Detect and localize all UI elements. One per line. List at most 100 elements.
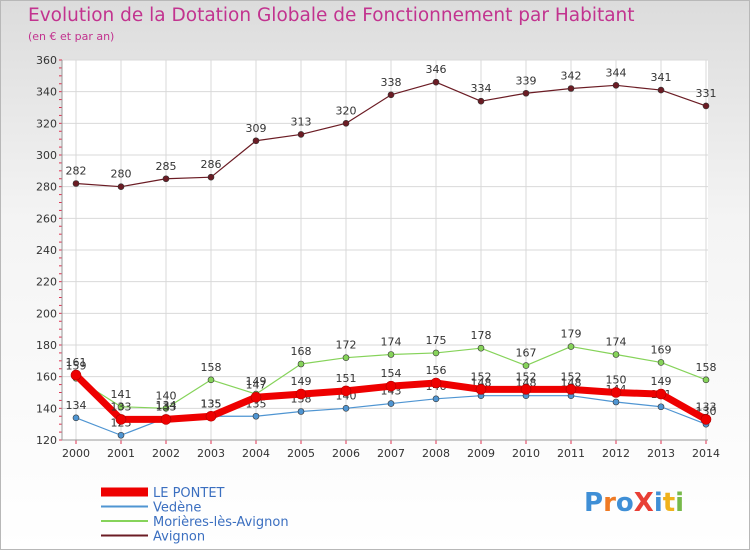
data-label: 341 [651, 71, 672, 84]
x-tick-label: 2005 [287, 447, 315, 460]
data-point [385, 380, 397, 392]
data-label: 174 [381, 336, 402, 349]
data-point [432, 395, 440, 403]
data-point [477, 344, 485, 352]
data-label: 154 [381, 367, 402, 380]
x-tick-label: 2013 [647, 447, 675, 460]
data-label: 161 [66, 356, 87, 369]
y-tick-label: 320 [36, 117, 57, 130]
proxiti-logo: ProXiti [584, 488, 684, 518]
data-label: 309 [246, 122, 267, 135]
legend-label: Morières-lès-Avignon [153, 515, 289, 530]
logo-letter: X [633, 488, 654, 518]
data-point [162, 405, 170, 412]
data-label: 152 [561, 370, 582, 383]
legend-label: LE PONTET [153, 486, 225, 501]
data-point [657, 403, 665, 411]
data-label: 133 [696, 400, 717, 413]
data-point [160, 414, 172, 425]
data-label: 149 [651, 375, 672, 388]
data-point [342, 354, 350, 361]
data-point [295, 388, 307, 400]
data-label: 338 [381, 76, 402, 89]
x-tick-label: 2004 [242, 447, 270, 460]
data-label: 286 [201, 158, 222, 171]
data-point [117, 183, 125, 190]
data-point [252, 137, 260, 145]
x-tick-label: 2006 [332, 447, 360, 460]
data-label: 167 [516, 347, 537, 360]
y-tick-label: 280 [36, 181, 57, 194]
data-point [655, 388, 667, 400]
data-label: 344 [606, 66, 627, 79]
data-label: 346 [426, 63, 447, 76]
y-tick-label: 300 [36, 149, 57, 162]
logo-letter: t [662, 488, 676, 518]
data-label: 174 [606, 336, 627, 349]
data-point [567, 343, 575, 350]
data-label: 147 [246, 378, 267, 391]
data-label: 179 [561, 328, 582, 341]
data-point [567, 85, 575, 92]
data-label: 313 [291, 115, 312, 128]
data-label: 159 [66, 359, 87, 372]
data-label: 158 [696, 361, 717, 374]
data-point [387, 351, 395, 358]
data-point [432, 78, 440, 86]
legend-label: Avignon [153, 530, 205, 545]
data-point [70, 369, 82, 381]
data-point [207, 376, 215, 384]
data-point [565, 384, 577, 395]
data-label: 134 [156, 399, 177, 412]
y-tick-label: 120 [36, 434, 57, 447]
logo-letter: i [675, 488, 685, 518]
data-label: 172 [336, 339, 357, 352]
data-label: 133 [111, 400, 132, 413]
data-label: 152 [471, 370, 492, 383]
data-point [612, 82, 620, 89]
y-tick-label: 200 [36, 307, 57, 320]
data-label: 280 [111, 168, 132, 181]
data-point [657, 359, 665, 366]
y-tick-label: 220 [36, 276, 57, 289]
data-point [612, 398, 620, 406]
data-point [117, 403, 125, 411]
x-tick-label: 2011 [557, 447, 585, 460]
data-label: 135 [201, 397, 222, 410]
logo-letter: o [615, 488, 634, 518]
data-point [205, 410, 217, 422]
data-point [115, 414, 127, 425]
x-tick-label: 2000 [62, 447, 90, 460]
data-point [250, 391, 262, 403]
data-label: 285 [156, 160, 177, 173]
data-label: 151 [336, 372, 357, 385]
y-tick-label: 360 [36, 54, 57, 67]
data-label: 158 [201, 361, 222, 374]
x-tick-label: 2009 [467, 447, 495, 460]
y-tick-label: 340 [36, 86, 57, 99]
data-point [72, 180, 80, 187]
data-point [162, 175, 170, 183]
data-point [700, 414, 712, 425]
data-label: 156 [426, 364, 447, 377]
data-label: 168 [291, 345, 312, 358]
data-label: 149 [291, 375, 312, 388]
data-point [610, 387, 622, 398]
logo-letter: i [653, 488, 663, 518]
data-point [432, 349, 440, 357]
data-point [387, 91, 395, 99]
logo-letter: P [584, 488, 604, 518]
legend-label: Vedène [153, 501, 201, 516]
data-point [612, 351, 620, 358]
x-tick-label: 2012 [602, 447, 630, 460]
data-point [522, 89, 530, 97]
x-tick-label: 2002 [152, 447, 180, 460]
x-tick-label: 2010 [512, 447, 540, 460]
data-point [475, 384, 487, 395]
data-label: 282 [66, 165, 87, 178]
data-label: 331 [696, 87, 717, 100]
data-point [340, 385, 352, 397]
data-point [297, 131, 305, 138]
data-label: 149 [246, 375, 267, 388]
